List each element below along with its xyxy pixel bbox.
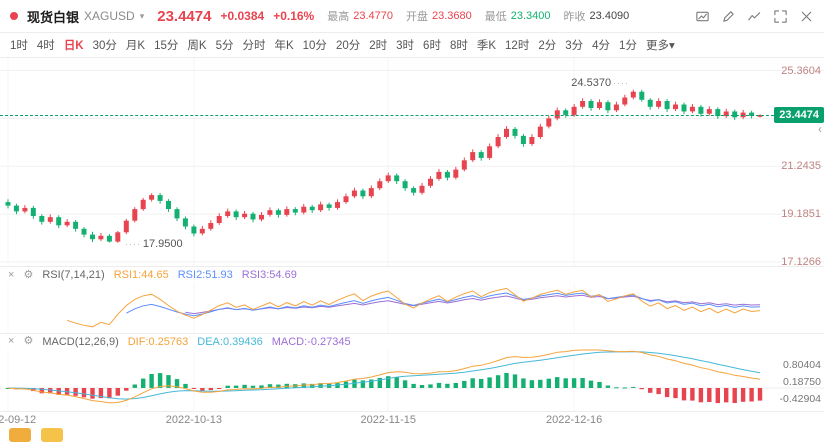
timeframe-tab[interactable]: 2分: [538, 40, 557, 52]
timeframe-tab[interactable]: 3时: [396, 40, 415, 52]
instrument-name: 现货白银: [27, 9, 80, 25]
timeframe-tab[interactable]: 12时: [505, 40, 530, 52]
stat-label: 最低: [484, 11, 507, 23]
rsi-settings-gear-icon[interactable]: ⚙: [23, 268, 34, 281]
stat-label: 昨收: [563, 11, 586, 23]
quick-tool-button-1[interactable]: [9, 428, 31, 442]
date-axis-label: 2022-12-16: [546, 414, 603, 426]
timeframe-tab[interactable]: 10分: [302, 40, 327, 52]
macd-axis-label: 0.18750: [783, 376, 821, 389]
stat-open: 开盘 23.3680: [406, 8, 472, 24]
macd-axis-label: -0.42904: [779, 392, 821, 405]
high-price-annotation: 24.5370 ····: [571, 76, 630, 89]
save-image-icon[interactable]: [695, 9, 710, 24]
quick-tool-button-2[interactable]: [41, 428, 63, 442]
macd-header: × ⚙ MACD(12,26,9) DIF:0.25763 DEA:0.3943…: [0, 334, 824, 349]
chevron-down-icon: ▾: [139, 10, 145, 21]
macd-dif-value: DIF:0.25763: [127, 335, 189, 348]
date-axis-label: 2022-10-13: [165, 414, 223, 426]
timeframe-tab[interactable]: 月K: [125, 40, 146, 52]
macd-hist-value: MACD:-0.27345: [271, 335, 351, 348]
close-icon[interactable]: [799, 9, 814, 24]
rsi1-value: RSI1:44.65: [113, 269, 169, 281]
timeframe-tab[interactable]: 周K: [187, 40, 207, 52]
collapse-panel-chevron-icon[interactable]: ‹: [818, 122, 822, 136]
rsi-panel: × ⚙ RSI(7,14,21) RSI1:44.65 RSI2:51.93 R…: [0, 266, 824, 333]
macd-canvas: [0, 349, 824, 411]
stat-value: 23.4770: [353, 10, 393, 22]
draw-icon[interactable]: [721, 9, 736, 24]
macd-plot[interactable]: 0.80404 0.18750 -0.42904: [0, 349, 824, 411]
instrument-status-dot-icon: [10, 12, 18, 20]
price-axis-label: 19.1851: [781, 208, 821, 221]
timeframe-tab[interactable]: 1分: [619, 40, 637, 52]
price-change: +0.0384: [220, 9, 265, 23]
timeframe-tab[interactable]: 年K: [274, 40, 294, 52]
tabs-more-button[interactable]: 更多▾: [645, 40, 675, 52]
rsi3-value: RSI3:54.69: [241, 269, 297, 281]
timeframe-tab[interactable]: 3分: [565, 40, 584, 52]
current-price-line: [0, 114, 824, 116]
stat-value: 23.4090: [589, 10, 630, 22]
candlestick-canvas[interactable]: [0, 58, 824, 266]
timeframe-tab[interactable]: 分时: [242, 40, 266, 52]
timeframe-tab[interactable]: 30分: [92, 40, 117, 52]
timeframe-tab[interactable]: 15分: [154, 40, 179, 52]
header-bar: 现货白银 XAGUSD ▾ 23.4474 +0.0384 +0.16% 最高 …: [0, 0, 824, 33]
price-axis-label: 21.2435: [781, 160, 821, 173]
current-price-tag: 23.4474: [774, 106, 824, 123]
rsi-title: RSI(7,14,21): [42, 269, 105, 281]
timeframe-tabs: 1时 4时 日K 30分 月K 15分 周K 5分 分时 年K 10分 20分 2时 3时 6时 8时 季K 12…: [0, 33, 824, 58]
fullscreen-icon[interactable]: [773, 9, 788, 24]
macd-dea-value: DEA:0.39436: [197, 335, 263, 348]
instrument-selector[interactable]: 现货白银 XAGUSD ▾: [27, 7, 144, 26]
timeframe-tab[interactable]: 6时: [423, 40, 441, 52]
date-axis-label: 2022-11-15: [360, 414, 416, 426]
timeframe-tab[interactable]: 4时: [36, 40, 55, 52]
date-axis: 2022-09-12 2022-10-13 2022-11-15 2022-12-16: [0, 411, 824, 428]
timeframe-tab[interactable]: 2时: [369, 40, 388, 52]
rsi-header: × ⚙ RSI(7,14,21) RSI1:44.65 RSI2:51.93 R…: [0, 267, 824, 283]
timeframe-tab[interactable]: 4分: [592, 40, 611, 52]
price-axis-label: 25.3604: [781, 64, 821, 77]
stat-value: 23.3400: [510, 10, 551, 22]
date-axis-label: 2022-09-12: [0, 414, 37, 426]
rsi2-value: RSI2:51.93: [177, 269, 233, 281]
macd-settings-gear-icon[interactable]: ⚙: [23, 335, 34, 347]
stat-label: 开盘: [406, 11, 428, 23]
stat-high: 最高 23.4770: [327, 8, 393, 24]
timeframe-tab[interactable]: 20分: [335, 40, 361, 52]
price-change-pct: +0.16%: [273, 9, 315, 23]
rsi-plot[interactable]: [0, 283, 824, 333]
stat-label: 最高: [327, 11, 350, 23]
macd-close-icon[interactable]: ×: [8, 335, 15, 347]
instrument-symbol: XAGUSD: [84, 9, 135, 23]
indicator-icon[interactable]: [747, 9, 762, 24]
macd-axis-label: 0.80404: [783, 358, 821, 371]
timeframe-tab[interactable]: 5分: [215, 40, 234, 52]
timeframe-tab[interactable]: 季K: [476, 40, 497, 52]
macd-title: MACD(12,26,9): [42, 335, 119, 348]
rsi-close-icon[interactable]: ×: [8, 268, 15, 281]
rsi-canvas: [7, 283, 761, 333]
header-toolbar: [695, 9, 814, 24]
low-price-annotation: ···· 17.9500: [124, 237, 183, 250]
price-axis-label: 17.1266: [781, 255, 821, 268]
stat-low: 最低 23.3400: [485, 8, 551, 24]
stat-value: 23.3680: [432, 10, 472, 22]
timeframe-tab[interactable]: 8时: [449, 40, 468, 52]
stat-prev-close: 昨收 23.4090: [564, 8, 630, 24]
timeframe-tab[interactable]: 日K: [63, 40, 84, 52]
macd-panel: × ⚙ MACD(12,26,9) DIF:0.25763 DEA:0.3943…: [0, 333, 824, 411]
last-price: 23.4474: [157, 7, 212, 25]
timeframe-tab[interactable]: 1时: [10, 40, 28, 52]
